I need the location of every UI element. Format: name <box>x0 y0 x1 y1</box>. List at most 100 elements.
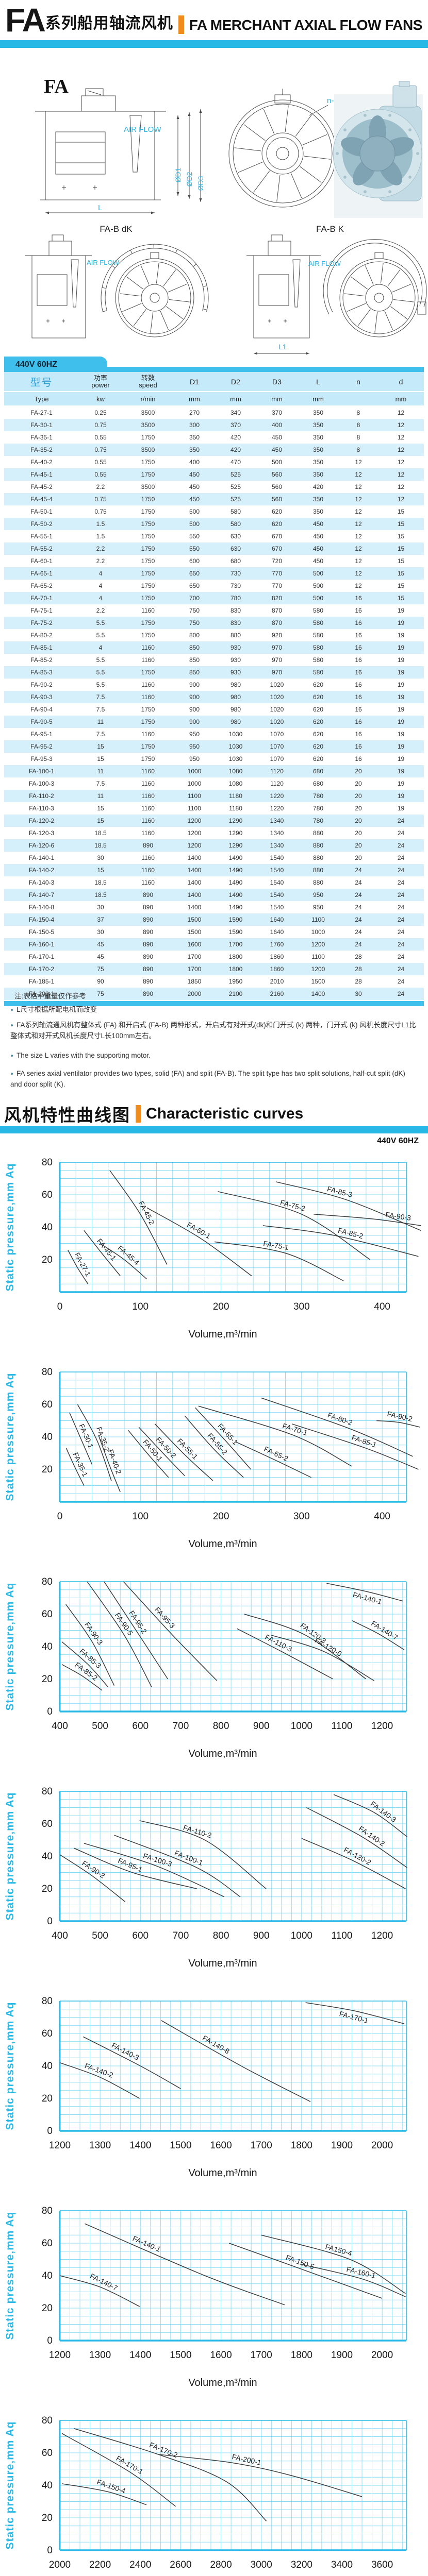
col-speed-en: speed <box>139 381 157 389</box>
cell-value: 780 <box>298 790 339 802</box>
y-tick-label: 80 <box>42 1786 53 1797</box>
dim-d1-label: ØD1 <box>174 167 182 182</box>
x-tick-label: 100 <box>132 1511 149 1522</box>
cell-value: 16 <box>355 607 362 614</box>
y-tick-label: 60 <box>42 1609 53 1620</box>
cell-value: 18.5 <box>94 879 107 886</box>
cell-value: 890 <box>142 904 154 911</box>
cell-value: 650 <box>174 567 215 580</box>
spoke-line <box>243 124 266 141</box>
front-view-drawing <box>228 89 337 208</box>
cell-value: 1200 <box>298 963 339 975</box>
curve-FA-140-7 <box>352 1620 405 1650</box>
curve-FA-70-1 <box>198 1405 352 1467</box>
cell-value: 1160 <box>141 829 155 837</box>
spoke-line <box>133 309 146 326</box>
cell-type: FA-45-1 <box>4 468 79 481</box>
spoke-line <box>384 311 393 330</box>
unit-blank <box>339 392 378 406</box>
x-tick-label: 1100 <box>332 1721 353 1732</box>
arrow-head <box>199 198 202 202</box>
x-tick-label: 400 <box>52 1721 68 1732</box>
table-row: FA-90-3 7.5 1160 900 980 1020 620 16 19 <box>4 691 424 703</box>
table-row: FA-80-2 5.5 1750 800 880 920 580 16 19 <box>4 629 424 641</box>
cell-value: 850 <box>174 666 215 679</box>
cell-value: 20 <box>355 829 362 837</box>
cell-type: FA-55-1 <box>30 533 53 540</box>
cell-value: 24 <box>397 953 405 960</box>
table-row: FA-85-1 4 1160 850 930 970 580 16 19 <box>4 641 424 654</box>
cell-value: 28 <box>355 953 362 960</box>
spoke-line <box>126 276 143 290</box>
cell-value: 1000 <box>174 765 215 777</box>
cell-value: 19 <box>378 790 424 802</box>
spoke-line <box>140 265 150 285</box>
y-tick-label: 40 <box>42 1432 53 1443</box>
band-strip <box>4 367 424 372</box>
cell-value: 7.5 <box>96 780 105 787</box>
x-tick-label: 1800 <box>291 2350 312 2361</box>
cell-value: 24 <box>397 978 405 985</box>
cell-value: 4 <box>98 582 103 589</box>
table-row: FA-65-1 4 1750 650 730 770 500 12 15 <box>4 567 424 580</box>
curve-FA-75-2 <box>218 1191 371 1260</box>
x-tick-label: 400 <box>52 1930 68 1941</box>
cell-value: 1400 <box>187 854 202 861</box>
cell-value: 890 <box>122 889 174 901</box>
cell-value: 3500 <box>141 409 155 416</box>
curve-FA-100-3 <box>84 1843 225 1897</box>
chart-block-1: 0 100 200 300 400 20 40 60 80 Static pressure,mm … <box>0 1154 428 1364</box>
x-tick-label: 400 <box>374 1511 390 1522</box>
cell-value: 1400 <box>174 864 215 876</box>
cell-value: 1750 <box>122 716 174 728</box>
cell-value: 1000 <box>187 780 202 787</box>
curve-FA-45-4 <box>100 1243 147 1280</box>
cell-value: 1160 <box>141 879 155 886</box>
cell-value: 8 <box>356 409 360 416</box>
flange-bolt <box>408 175 412 179</box>
cell-value: 12 <box>355 533 362 540</box>
cell-value: 1490 <box>228 879 243 886</box>
cell-value: 890 <box>122 938 174 951</box>
table-row: FA-35-1 0.55 1750 350 420 450 350 8 12 <box>4 431 424 444</box>
cell-type: FA-95-3 <box>30 755 53 762</box>
cell-value: 1540 <box>270 854 284 861</box>
split-dk-front-view <box>101 244 209 337</box>
cell-type: FA-140-1 <box>28 854 55 861</box>
cell-value: 8 <box>339 419 378 431</box>
cell-value: 15 <box>79 740 122 753</box>
cell-value: 1290 <box>228 829 243 837</box>
cell-value: 18.5 <box>94 829 107 837</box>
specification-table-section: 440V 60HZ 型号 功率 power 转数 speed D1 D2 D3 … <box>4 357 424 1006</box>
spoke-line <box>150 312 154 333</box>
y-axis-title: Static pressure,mm Aq <box>4 2421 16 2550</box>
cell-value: 2.2 <box>96 557 105 565</box>
x-tick-label: 3000 <box>251 2560 272 2570</box>
y-axis-title: Static pressure,mm Aq <box>4 1373 16 1501</box>
curve-FA-90-3 <box>314 1214 421 1226</box>
notes-zh-list: ● L尺寸根据所配电机而改变 ● FA系列轴流通风机有整体式 (FA) 和开启式 (F… <box>10 1005 418 1041</box>
cell-value: 770 <box>256 567 298 580</box>
cell-value: 890 <box>122 839 174 852</box>
chart-block-7: 2000 2200 2400 2600 2800 3000 3200 3400 3600 0 20 4… <box>0 2412 428 2576</box>
cell-value: 420 <box>312 483 324 490</box>
x-tick-label: 2400 <box>129 2560 151 2570</box>
cell-value: 12 <box>378 468 424 481</box>
cell-value: 45 <box>97 953 104 960</box>
spoke-line <box>347 303 366 312</box>
cell-type: FA-170-1 <box>28 953 55 960</box>
split-k-side-view <box>246 234 321 338</box>
cell-type: FA-160-1 <box>4 938 79 951</box>
y-tick-label: 40 <box>42 1222 53 1233</box>
curve-FA-140-3 <box>334 1794 408 1837</box>
cell-type: FA-70-1 <box>4 592 79 604</box>
curve-label-FA-200-1: FA-200-1 <box>231 2452 262 2467</box>
table-row: FA-50-1 0.75 1750 500 580 620 350 12 15 <box>4 505 424 518</box>
cell-value: 16 <box>339 641 378 654</box>
table-row: FA-140-7 18.5 890 1400 1490 1540 950 24 24 <box>4 889 424 901</box>
cell-value: 24 <box>355 928 362 936</box>
cell-value: 16 <box>339 617 378 629</box>
spoke-line <box>253 171 270 193</box>
x-tick-label: 100 <box>132 1301 149 1312</box>
cell-value: 15 <box>378 518 424 530</box>
